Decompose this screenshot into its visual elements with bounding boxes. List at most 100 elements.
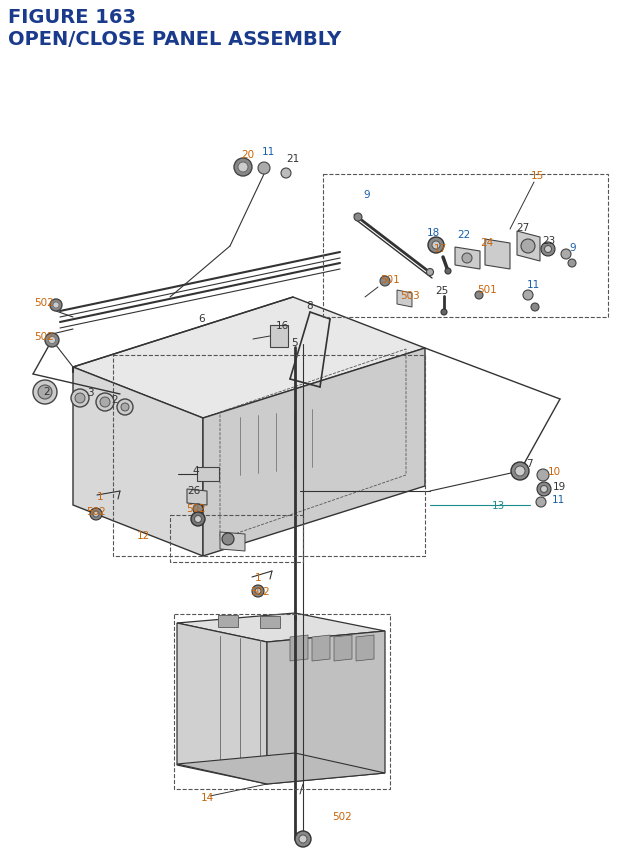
Circle shape — [117, 400, 133, 416]
Circle shape — [50, 300, 62, 312]
Circle shape — [96, 393, 114, 412]
Text: 502: 502 — [332, 811, 352, 821]
Bar — [270, 325, 288, 348]
Circle shape — [521, 239, 535, 254]
Circle shape — [536, 498, 546, 507]
Text: 22: 22 — [458, 230, 470, 239]
Circle shape — [295, 831, 311, 847]
Text: 4: 4 — [193, 466, 199, 475]
Circle shape — [545, 246, 552, 253]
Text: 7: 7 — [525, 458, 532, 468]
Text: 20: 20 — [241, 150, 255, 160]
Text: 14: 14 — [200, 792, 214, 802]
Polygon shape — [356, 635, 374, 661]
Circle shape — [561, 250, 571, 260]
Circle shape — [380, 276, 390, 287]
Bar — [197, 468, 219, 481]
Text: FIGURE 163: FIGURE 163 — [8, 8, 136, 27]
Circle shape — [53, 303, 59, 308]
Circle shape — [531, 304, 539, 312]
Circle shape — [441, 310, 447, 316]
Text: 19: 19 — [552, 481, 566, 492]
Circle shape — [462, 254, 472, 263]
Circle shape — [428, 238, 444, 254]
Circle shape — [475, 292, 483, 300]
Text: 1: 1 — [255, 573, 261, 582]
Circle shape — [354, 214, 362, 222]
Text: 18: 18 — [426, 228, 440, 238]
Circle shape — [71, 389, 89, 407]
Circle shape — [568, 260, 576, 268]
Polygon shape — [312, 635, 330, 661]
Circle shape — [222, 533, 234, 545]
Circle shape — [191, 512, 205, 526]
Circle shape — [258, 163, 270, 175]
Circle shape — [445, 269, 451, 275]
Bar — [218, 616, 238, 628]
Polygon shape — [334, 635, 352, 661]
Text: 3: 3 — [86, 387, 93, 398]
Text: 9: 9 — [364, 189, 371, 200]
Circle shape — [426, 269, 433, 276]
Text: 24: 24 — [481, 238, 493, 248]
Circle shape — [93, 511, 99, 517]
Circle shape — [121, 404, 129, 412]
Text: 6: 6 — [198, 313, 205, 324]
Text: 2: 2 — [112, 394, 118, 405]
Text: 12: 12 — [136, 530, 150, 541]
Polygon shape — [187, 489, 207, 505]
Text: 502: 502 — [34, 331, 54, 342]
Text: 25: 25 — [435, 286, 449, 295]
Text: 21: 21 — [286, 154, 300, 164]
Circle shape — [432, 242, 440, 250]
Text: 502: 502 — [34, 298, 54, 307]
Text: 1: 1 — [97, 492, 103, 501]
Circle shape — [537, 482, 551, 497]
Circle shape — [255, 588, 261, 594]
Text: 11: 11 — [261, 147, 275, 157]
Polygon shape — [177, 623, 267, 784]
Polygon shape — [485, 239, 510, 269]
Polygon shape — [73, 298, 425, 418]
Text: 502: 502 — [250, 586, 270, 597]
Polygon shape — [203, 349, 425, 556]
Text: 13: 13 — [492, 500, 504, 511]
Polygon shape — [220, 532, 245, 551]
Circle shape — [33, 381, 57, 405]
Text: 27: 27 — [516, 223, 530, 232]
Circle shape — [49, 338, 56, 344]
Circle shape — [252, 585, 264, 598]
Circle shape — [541, 486, 547, 493]
Circle shape — [75, 393, 85, 404]
Polygon shape — [177, 613, 385, 642]
Text: 17: 17 — [433, 244, 447, 254]
Text: 16: 16 — [275, 320, 289, 331]
Bar — [174, 614, 390, 789]
Circle shape — [541, 243, 555, 257]
Text: OPEN/CLOSE PANEL ASSEMBLY: OPEN/CLOSE PANEL ASSEMBLY — [8, 30, 341, 49]
Circle shape — [100, 398, 110, 407]
Text: 15: 15 — [531, 170, 543, 181]
Text: 8: 8 — [307, 300, 314, 311]
Circle shape — [45, 333, 59, 348]
Circle shape — [511, 462, 529, 480]
Text: 23: 23 — [542, 236, 556, 245]
Polygon shape — [267, 631, 385, 784]
Text: 2: 2 — [44, 387, 51, 397]
Polygon shape — [517, 232, 540, 262]
Circle shape — [234, 158, 252, 177]
Text: 26: 26 — [188, 486, 200, 495]
Circle shape — [523, 291, 533, 300]
Circle shape — [515, 467, 525, 476]
Text: 10: 10 — [547, 467, 561, 476]
Bar — [170, 516, 303, 562]
Circle shape — [238, 163, 248, 173]
Polygon shape — [290, 635, 308, 661]
Polygon shape — [455, 248, 480, 269]
Polygon shape — [397, 291, 412, 307]
Text: 501: 501 — [477, 285, 497, 294]
Text: 9: 9 — [570, 243, 576, 253]
Bar — [260, 616, 280, 629]
Circle shape — [299, 835, 307, 843]
Text: 501: 501 — [380, 275, 400, 285]
